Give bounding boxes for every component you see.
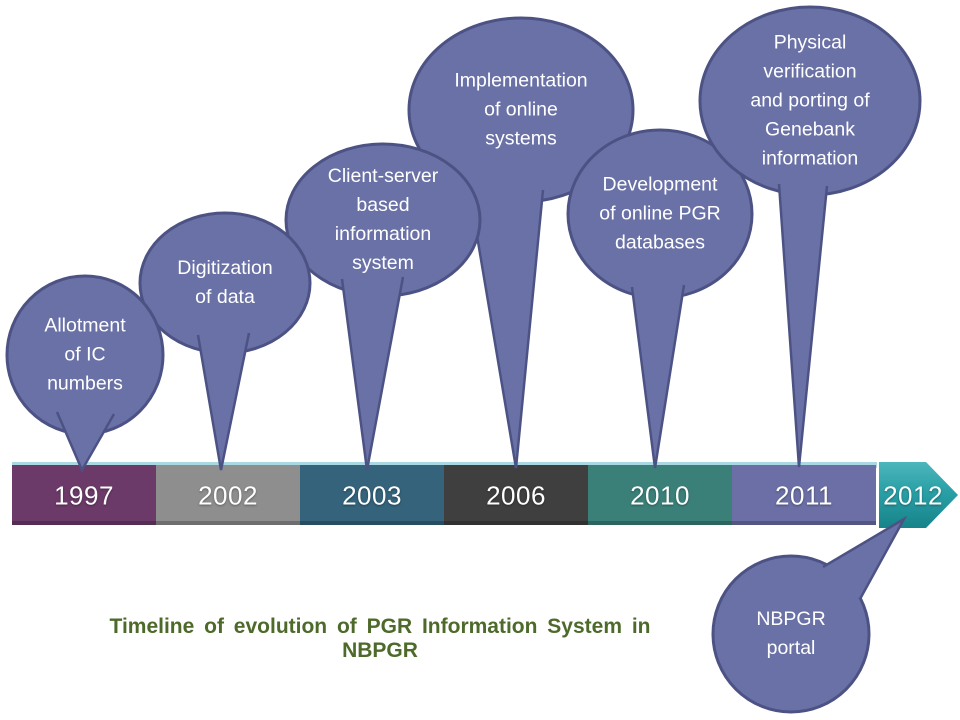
- callout-tail: [822, 515, 908, 600]
- diagram-caption: Timeline of evolution of PGR Information…: [109, 615, 651, 662]
- callout-allotment: [5, 274, 165, 473]
- callout-physical-verification: [698, 5, 922, 468]
- timeline-segment-2006: [444, 465, 588, 525]
- bar-bottom-shade: [12, 521, 876, 525]
- timeline-arrow-2012: [879, 462, 958, 528]
- callout-development: [566, 128, 754, 469]
- timeline-segment-1997: [12, 465, 156, 525]
- callout-tail: [196, 332, 251, 471]
- callout-bubble-shape: [5, 274, 165, 436]
- callout-tail: [630, 284, 686, 469]
- callout-bubble-shape: [284, 142, 482, 298]
- timeline-segment-2011: [732, 465, 876, 525]
- callout-tail: [55, 411, 116, 473]
- callout-implementation: [407, 16, 635, 469]
- callout-bubble-shape: [138, 211, 312, 355]
- callout-tail: [777, 183, 829, 468]
- callout-digitization: [138, 211, 312, 471]
- callout-tail: [340, 276, 405, 471]
- timeline-segment-2003: [300, 465, 444, 525]
- callout-nbpgr-portal: [711, 515, 908, 714]
- callout-client-server: [284, 142, 482, 471]
- callout-bubble-shape: [698, 5, 922, 197]
- callout-bubble-shape: [711, 554, 871, 714]
- callout-tail: [467, 187, 545, 469]
- timeline-bar: [12, 462, 958, 528]
- timeline-segment-2010: [588, 465, 732, 525]
- timeline-segment-2002: [156, 465, 300, 525]
